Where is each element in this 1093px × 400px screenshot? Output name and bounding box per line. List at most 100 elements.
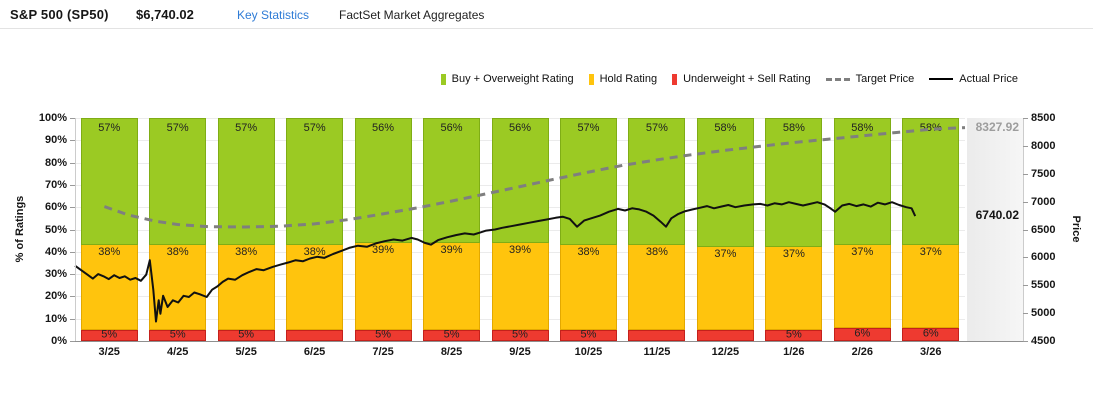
legend-label: Underweight + Sell Rating [683,73,811,85]
bar-segment-label: 58% [782,122,805,135]
bar-segment-label: 57% [235,122,258,135]
bar-segment-buy-overweight: 57% [80,118,138,246]
bar-segment-label: 38% [645,246,668,259]
left-axis-tick [70,118,75,119]
bar-segment-label: 57% [98,122,121,135]
bar-segment-label: 6% [922,327,939,340]
right-axis-tick [1023,173,1028,175]
bar-segment-label: 5% [101,328,118,341]
bar-segment-label: 5% [785,328,802,341]
bar-segment-hold: 37% [833,245,891,328]
page-title: S&P 500 (SP50) [10,7,109,22]
bar-segment-hold: 38% [217,245,275,330]
bar-segment-hold: 39% [423,242,481,330]
bar-segment-hold: 37% [902,245,960,328]
bar-segment-buy-overweight: 58% [833,118,891,246]
right-axis-tick [1023,341,1028,342]
target-price-value: 8327.92 [975,119,1019,134]
left-axis-tick-label: 60% [44,201,67,214]
bar-column: 56% 39% 5% [491,118,549,341]
right-axis-tick-label: 4500 [1031,335,1056,347]
x-axis-label: 1/26 [783,346,805,358]
bar-segment-buy-overweight: 56% [354,118,412,243]
bar-segment-label: 5% [169,328,186,341]
bar-segment-underweight-sell [628,329,686,341]
left-axis-tick-label: 50% [44,223,67,236]
bar-column: 56% 39% 5% [354,118,412,341]
x-axis-label: 10/25 [574,346,603,358]
left-axis-tick-label: 30% [44,268,67,281]
x-axis-label: 3/26 [920,346,942,358]
right-axis-tick [1023,145,1028,147]
source-label: FactSet Market Aggregates [339,8,485,22]
bar-column: 57% 38% [628,118,686,341]
x-axis-label: 2/26 [851,346,873,358]
right-axis-tick-label: 7500 [1031,167,1056,180]
left-axis-tick [70,184,75,186]
header: S&P 500 (SP50) $6,740.02 Key Statistics … [0,0,1093,29]
bar-segment-underweight-sell: 5% [765,328,823,341]
bar-column: 56% 39% 5% [423,118,481,341]
price-lines [74,126,966,323]
left-axis-tick-label: 70% [44,178,67,191]
bar-segment-buy-overweight: 56% [491,118,549,243]
bar-segment-label: 38% [577,246,600,259]
plot-area: 57% 38% 5% 57% 38% 5% 57% 38% 5% 57% 38% 56% 39% 5% 56… [74,118,966,341]
right-axis-tick-label: 5500 [1031,279,1056,292]
legend-item-buy-overweight: Buy + Overweight Rating [440,73,574,85]
x-axis-line [75,341,1024,342]
bar-segment-buy-overweight: 56% [423,118,481,243]
left-axis-tick [70,140,75,142]
actual-price-line [74,201,917,323]
right-axis-tick [1023,201,1028,203]
bar-segment-buy-overweight: 57% [628,118,686,246]
bar-segment-label: 37% [919,246,942,259]
bar-segment-hold: 39% [491,242,549,330]
hold-swatch-icon [588,73,594,85]
key-statistics-link[interactable]: Key Statistics [237,8,310,22]
bar-segment-label: 38% [98,246,121,259]
dashed-line-swatch-icon [825,77,850,81]
x-axis-label: 8/25 [440,346,463,358]
bar-segment-underweight-sell: 5% [423,329,481,341]
bar-segment-underweight-sell: 5% [559,328,617,341]
left-axis-tick-label: 100% [38,112,67,124]
legend-item-hold: Hold Rating [588,73,657,85]
bar-segment-label: 5% [238,328,255,341]
bar-segment-hold: 38% [559,245,617,330]
legend-item-target-price: Target Price [825,73,914,85]
bar-segment-underweight-sell [696,329,754,341]
left-axis-tick-label: 10% [44,312,67,325]
bar-column: 58% 37% [696,118,754,341]
left-axis-tick-label: 0% [51,335,67,347]
left-axis-tick-label: 20% [44,290,67,303]
right-axis-tick [1023,229,1028,231]
right-axis-tick-label: 7000 [1031,195,1056,208]
left-axis-tick-label: 90% [44,134,67,147]
x-axis-label: 3/25 [98,346,120,358]
right-axis-tick [1023,118,1028,119]
right-axis-tick-label: 5000 [1031,307,1056,320]
bar-column: 57% 38% 5% [217,118,275,341]
last-price: $6,740.02 [136,7,194,22]
bar-segment-label: 39% [372,243,395,256]
left-axis-tick [70,207,75,209]
buy-overweight-swatch-icon [440,73,446,85]
x-axis-label: 7/25 [372,346,394,358]
bar-segment-label: 37% [782,248,805,261]
target-price-line [103,126,966,229]
left-axis-tick-label: 40% [44,245,67,258]
bar-segment-label: 57% [166,122,189,135]
bar-segment-underweight-sell: 5% [354,329,412,341]
bar-segment-underweight-sell: 6% [833,327,891,341]
bar-segment-hold: 38% [80,245,138,330]
x-axis-label: 11/25 [643,346,671,358]
bar-segment-underweight-sell [286,329,344,341]
bar-segment-label: 6% [854,327,871,340]
bar-segment-label: 56% [372,122,395,135]
bar-segment-underweight-sell: 5% [80,328,138,341]
bar-segment-label: 5% [580,328,597,341]
bar-segment-label: 58% [714,122,737,135]
bar-column: 57% 38% 5% [80,118,138,341]
